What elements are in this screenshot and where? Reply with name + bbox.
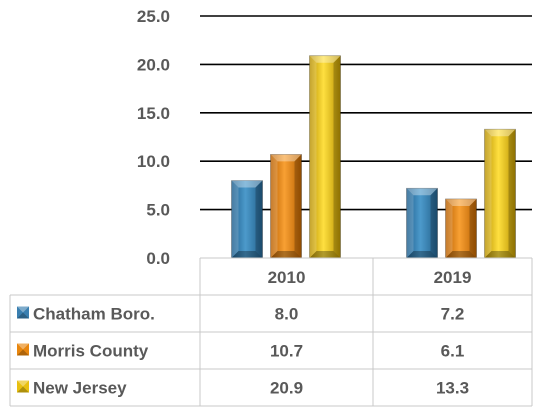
y-tick-label: 15.0: [137, 104, 170, 123]
bars: [231, 55, 516, 259]
legend-label: New Jersey: [33, 379, 127, 398]
bar-bevel-bottom: [231, 251, 263, 258]
legend-key: [17, 380, 29, 393]
bar-body: [445, 198, 477, 259]
legend-key-swatch: [17, 343, 29, 356]
legend-key-bevel: [17, 380, 29, 387]
x-tick-label: 2019: [434, 268, 472, 287]
bar-bevel-top: [270, 154, 302, 162]
bar: [270, 154, 302, 259]
bar-bevel-right: [469, 198, 477, 258]
data-label: 13.3: [436, 379, 469, 398]
y-tick-label: 5.0: [146, 201, 170, 220]
bar-bevel-right: [255, 180, 263, 258]
bar-bevel-right: [333, 55, 341, 258]
bar-bevel-bottom: [270, 251, 302, 258]
data-table: 2010 2019 Chatham Boro. 8.0 7.2 Morris County…: [9, 257, 533, 407]
legend-key-bevel: [17, 386, 29, 393]
bar: [406, 187, 438, 259]
bar-body: [231, 180, 263, 259]
legend-key: [17, 306, 29, 319]
bar-bevel-bottom: [406, 251, 438, 258]
bar-body: [406, 187, 438, 259]
bar-bevel-top: [406, 188, 438, 196]
bar: [231, 180, 263, 259]
y-axis-ticks: 0.0 5.0 10.0 15.0 20.0 25.0: [137, 7, 170, 268]
bar-bevel-right: [430, 188, 438, 258]
y-tick-label: 10.0: [137, 152, 170, 171]
bar-bevel-left: [270, 154, 278, 258]
bar-bevel-bottom: [309, 251, 341, 258]
y-tick-label: 25.0: [137, 7, 170, 26]
bar-bevel-bottom: [445, 251, 477, 258]
legend-label: Morris County: [33, 342, 149, 361]
bar-body: [270, 154, 302, 259]
legend-label: Chatham Boro.: [33, 305, 155, 324]
bar-bevel-left: [309, 55, 317, 258]
bar: [309, 55, 341, 259]
legend-key-bevel: [17, 343, 29, 350]
legend-key-swatch: [17, 306, 29, 319]
y-tick-label: 0.0: [146, 249, 170, 268]
bar-bevel-left: [445, 198, 453, 258]
bar-bevel-top: [484, 129, 516, 137]
bar: [484, 128, 516, 259]
bar-bevel-top: [309, 55, 341, 63]
legend-key-bevel: [17, 349, 29, 356]
data-label: 6.1: [441, 342, 465, 361]
data-label: 10.7: [270, 342, 303, 361]
data-label: 8.0: [275, 305, 299, 324]
data-label: 7.2: [441, 305, 465, 324]
gridlines: [200, 15, 532, 211]
legend-key-swatch: [17, 380, 29, 393]
x-tick-label: 2010: [268, 268, 306, 287]
bar-bevel-bottom: [484, 251, 516, 258]
data-label: 20.9: [270, 379, 303, 398]
legend-key-bevel: [17, 306, 29, 313]
bar-bevel-left: [406, 188, 414, 258]
bar-bevel-top: [445, 198, 477, 206]
legend-key-bevel: [17, 312, 29, 319]
bar-bevel-top: [231, 180, 263, 188]
bar-bevel-right: [508, 129, 516, 258]
bar-bevel-left: [231, 180, 239, 258]
legend-key: [17, 343, 29, 356]
bar-bevel-right: [294, 154, 302, 258]
bar-bevel-left: [484, 129, 492, 258]
y-tick-label: 20.0: [137, 55, 170, 74]
bar-body: [484, 128, 516, 259]
bar: [445, 198, 477, 259]
